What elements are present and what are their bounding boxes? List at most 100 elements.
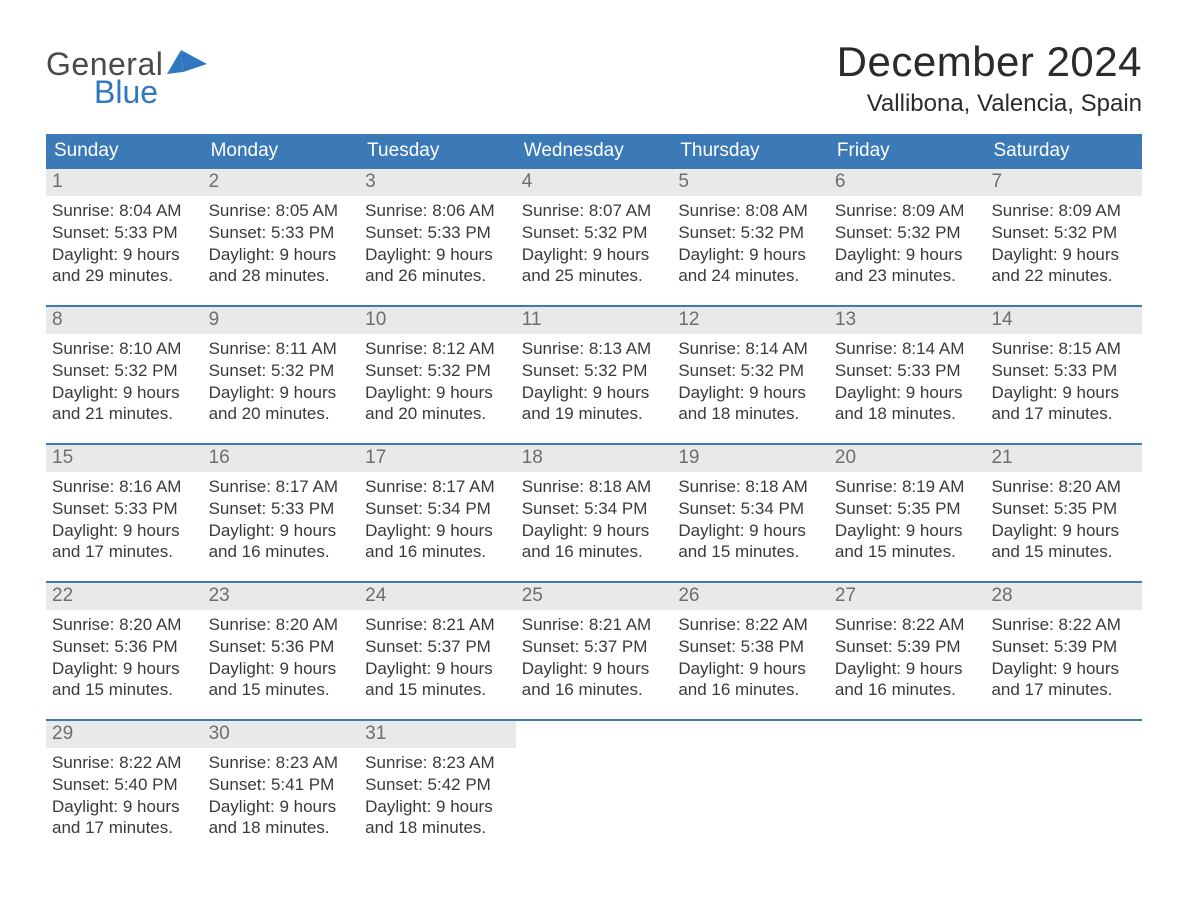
day-cell: 17Sunrise: 8:17 AMSunset: 5:34 PMDayligh… — [359, 445, 516, 563]
daylight-line-2: and 16 minutes. — [835, 679, 980, 701]
sunset-line: Sunset: 5:32 PM — [835, 222, 980, 244]
page: General Blue December 2024 Vallibona, Va… — [0, 0, 1188, 839]
day-body: Sunrise: 8:07 AMSunset: 5:32 PMDaylight:… — [516, 196, 673, 287]
day-cell: 24Sunrise: 8:21 AMSunset: 5:37 PMDayligh… — [359, 583, 516, 701]
logo-kite-icon — [167, 50, 207, 76]
day-cell: 3Sunrise: 8:06 AMSunset: 5:33 PMDaylight… — [359, 169, 516, 287]
daylight-line-2: and 22 minutes. — [991, 265, 1136, 287]
day-number: 14 — [985, 307, 1142, 334]
daylight-line-1: Daylight: 9 hours — [522, 244, 667, 266]
daylight-line-1: Daylight: 9 hours — [678, 520, 823, 542]
day-body: Sunrise: 8:21 AMSunset: 5:37 PMDaylight:… — [516, 610, 673, 701]
sunset-line: Sunset: 5:35 PM — [991, 498, 1136, 520]
sunset-line: Sunset: 5:35 PM — [835, 498, 980, 520]
calendar: SundayMondayTuesdayWednesdayThursdayFrid… — [46, 134, 1142, 839]
day-body: Sunrise: 8:18 AMSunset: 5:34 PMDaylight:… — [516, 472, 673, 563]
sunset-line: Sunset: 5:42 PM — [365, 774, 510, 796]
day-body: Sunrise: 8:05 AMSunset: 5:33 PMDaylight:… — [203, 196, 360, 287]
day-body: Sunrise: 8:19 AMSunset: 5:35 PMDaylight:… — [829, 472, 986, 563]
day-number: 24 — [359, 583, 516, 610]
sunset-line: Sunset: 5:34 PM — [365, 498, 510, 520]
sunrise-line: Sunrise: 8:17 AM — [209, 476, 354, 498]
day-cell: 25Sunrise: 8:21 AMSunset: 5:37 PMDayligh… — [516, 583, 673, 701]
sunset-line: Sunset: 5:32 PM — [522, 222, 667, 244]
daylight-line-1: Daylight: 9 hours — [991, 658, 1136, 680]
daylight-line-1: Daylight: 9 hours — [522, 382, 667, 404]
sunrise-line: Sunrise: 8:08 AM — [678, 200, 823, 222]
daylight-line-2: and 19 minutes. — [522, 403, 667, 425]
daylight-line-2: and 20 minutes. — [209, 403, 354, 425]
day-number: 6 — [829, 169, 986, 196]
week-row: 8Sunrise: 8:10 AMSunset: 5:32 PMDaylight… — [46, 305, 1142, 425]
day-number: 22 — [46, 583, 203, 610]
sunset-line: Sunset: 5:32 PM — [209, 360, 354, 382]
daylight-line-2: and 18 minutes. — [678, 403, 823, 425]
sunrise-line: Sunrise: 8:18 AM — [678, 476, 823, 498]
day-number: 5 — [672, 169, 829, 196]
daylight-line-1: Daylight: 9 hours — [991, 382, 1136, 404]
sunset-line: Sunset: 5:33 PM — [991, 360, 1136, 382]
daylight-line-1: Daylight: 9 hours — [678, 382, 823, 404]
daylight-line-1: Daylight: 9 hours — [209, 796, 354, 818]
title-block: December 2024 Vallibona, Valencia, Spain — [837, 38, 1142, 128]
day-number: 15 — [46, 445, 203, 472]
day-number: 26 — [672, 583, 829, 610]
sunrise-line: Sunrise: 8:13 AM — [522, 338, 667, 360]
day-number: 9 — [203, 307, 360, 334]
day-body: Sunrise: 8:22 AMSunset: 5:38 PMDaylight:… — [672, 610, 829, 701]
day-body: Sunrise: 8:21 AMSunset: 5:37 PMDaylight:… — [359, 610, 516, 701]
daylight-line-1: Daylight: 9 hours — [209, 244, 354, 266]
weekday-header: Thursday — [672, 134, 829, 169]
sunset-line: Sunset: 5:39 PM — [835, 636, 980, 658]
day-number: 30 — [203, 721, 360, 748]
day-cell: 23Sunrise: 8:20 AMSunset: 5:36 PMDayligh… — [203, 583, 360, 701]
month-title: December 2024 — [837, 38, 1142, 86]
day-cell-empty — [672, 721, 829, 839]
day-cell: 29Sunrise: 8:22 AMSunset: 5:40 PMDayligh… — [46, 721, 203, 839]
daylight-line-1: Daylight: 9 hours — [52, 520, 197, 542]
day-cell: 30Sunrise: 8:23 AMSunset: 5:41 PMDayligh… — [203, 721, 360, 839]
sunset-line: Sunset: 5:33 PM — [835, 360, 980, 382]
day-body: Sunrise: 8:13 AMSunset: 5:32 PMDaylight:… — [516, 334, 673, 425]
week-row: 22Sunrise: 8:20 AMSunset: 5:36 PMDayligh… — [46, 581, 1142, 701]
sunset-line: Sunset: 5:32 PM — [991, 222, 1136, 244]
daylight-line-1: Daylight: 9 hours — [835, 244, 980, 266]
daylight-line-1: Daylight: 9 hours — [365, 658, 510, 680]
week-row: 15Sunrise: 8:16 AMSunset: 5:33 PMDayligh… — [46, 443, 1142, 563]
sunset-line: Sunset: 5:38 PM — [678, 636, 823, 658]
sunrise-line: Sunrise: 8:06 AM — [365, 200, 510, 222]
day-body: Sunrise: 8:14 AMSunset: 5:33 PMDaylight:… — [829, 334, 986, 425]
sunset-line: Sunset: 5:33 PM — [365, 222, 510, 244]
day-body: Sunrise: 8:17 AMSunset: 5:34 PMDaylight:… — [359, 472, 516, 563]
sunset-line: Sunset: 5:36 PM — [52, 636, 197, 658]
day-cell: 2Sunrise: 8:05 AMSunset: 5:33 PMDaylight… — [203, 169, 360, 287]
sunrise-line: Sunrise: 8:12 AM — [365, 338, 510, 360]
day-number: 20 — [829, 445, 986, 472]
sunrise-line: Sunrise: 8:09 AM — [991, 200, 1136, 222]
sunrise-line: Sunrise: 8:09 AM — [835, 200, 980, 222]
sunrise-line: Sunrise: 8:22 AM — [678, 614, 823, 636]
day-cell: 4Sunrise: 8:07 AMSunset: 5:32 PMDaylight… — [516, 169, 673, 287]
daylight-line-1: Daylight: 9 hours — [678, 658, 823, 680]
day-cell: 19Sunrise: 8:18 AMSunset: 5:34 PMDayligh… — [672, 445, 829, 563]
day-body: Sunrise: 8:11 AMSunset: 5:32 PMDaylight:… — [203, 334, 360, 425]
sunrise-line: Sunrise: 8:23 AM — [365, 752, 510, 774]
sunset-line: Sunset: 5:33 PM — [52, 498, 197, 520]
day-number: 7 — [985, 169, 1142, 196]
day-number: 2 — [203, 169, 360, 196]
daylight-line-2: and 16 minutes. — [365, 541, 510, 563]
day-cell: 11Sunrise: 8:13 AMSunset: 5:32 PMDayligh… — [516, 307, 673, 425]
sunrise-line: Sunrise: 8:14 AM — [835, 338, 980, 360]
daylight-line-2: and 15 minutes. — [52, 679, 197, 701]
day-body: Sunrise: 8:16 AMSunset: 5:33 PMDaylight:… — [46, 472, 203, 563]
day-body: Sunrise: 8:10 AMSunset: 5:32 PMDaylight:… — [46, 334, 203, 425]
day-cell: 12Sunrise: 8:14 AMSunset: 5:32 PMDayligh… — [672, 307, 829, 425]
daylight-line-2: and 17 minutes. — [991, 679, 1136, 701]
day-cell: 8Sunrise: 8:10 AMSunset: 5:32 PMDaylight… — [46, 307, 203, 425]
logo-text: General Blue — [46, 48, 207, 108]
sunset-line: Sunset: 5:34 PM — [678, 498, 823, 520]
sunset-line: Sunset: 5:34 PM — [522, 498, 667, 520]
day-cell: 9Sunrise: 8:11 AMSunset: 5:32 PMDaylight… — [203, 307, 360, 425]
day-number: 28 — [985, 583, 1142, 610]
daylight-line-2: and 18 minutes. — [209, 817, 354, 839]
